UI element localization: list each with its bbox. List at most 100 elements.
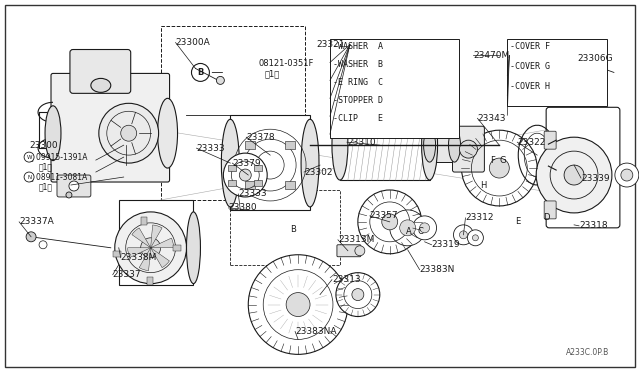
Text: 23339: 23339 <box>581 173 610 183</box>
Bar <box>330 39 460 138</box>
Ellipse shape <box>91 78 111 92</box>
Text: 23343: 23343 <box>477 114 506 123</box>
Circle shape <box>400 220 415 236</box>
Text: 23306G: 23306G <box>577 54 612 63</box>
Bar <box>113 251 121 257</box>
Circle shape <box>382 214 397 230</box>
Text: 23357: 23357 <box>370 211 399 220</box>
FancyBboxPatch shape <box>57 175 91 197</box>
FancyBboxPatch shape <box>230 190 340 265</box>
Circle shape <box>248 255 348 355</box>
Text: 23378: 23378 <box>246 133 275 142</box>
FancyBboxPatch shape <box>546 107 620 228</box>
Ellipse shape <box>332 110 348 180</box>
Circle shape <box>69 181 79 191</box>
Text: F: F <box>490 155 495 164</box>
Text: 23312: 23312 <box>465 214 494 222</box>
Text: -COVER H: -COVER H <box>510 82 550 91</box>
Bar <box>285 141 295 149</box>
Bar <box>161 26 305 200</box>
Circle shape <box>355 246 365 256</box>
Text: 23319: 23319 <box>431 240 460 249</box>
Circle shape <box>564 165 584 185</box>
Text: 23310: 23310 <box>347 138 376 147</box>
Circle shape <box>141 238 161 258</box>
Text: （1）: （1） <box>39 163 53 171</box>
Text: -COVER F: -COVER F <box>510 42 550 51</box>
Wedge shape <box>150 238 173 248</box>
Circle shape <box>24 172 34 182</box>
Text: 23333: 23333 <box>238 189 267 199</box>
Bar <box>246 181 255 189</box>
Circle shape <box>286 293 310 317</box>
Ellipse shape <box>422 110 438 180</box>
Text: H: H <box>480 180 486 189</box>
FancyBboxPatch shape <box>544 201 556 219</box>
Text: C: C <box>418 227 424 236</box>
Text: Ⓝ 08911-3081A: Ⓝ 08911-3081A <box>29 173 87 182</box>
Text: -CLIP    E: -CLIP E <box>333 114 383 123</box>
Text: 23337: 23337 <box>113 270 141 279</box>
Text: G: G <box>499 155 506 164</box>
Circle shape <box>390 210 426 246</box>
Circle shape <box>490 158 509 178</box>
Circle shape <box>239 169 252 181</box>
Circle shape <box>615 163 639 187</box>
Text: 23338M: 23338M <box>121 253 157 262</box>
Text: 23318: 23318 <box>579 221 607 230</box>
Text: 23313: 23313 <box>332 275 360 284</box>
Wedge shape <box>128 248 150 257</box>
Circle shape <box>26 232 36 242</box>
Circle shape <box>223 153 267 197</box>
Bar <box>228 180 236 186</box>
Text: 23313M: 23313M <box>338 235 374 244</box>
Bar <box>147 277 152 285</box>
Text: 23300: 23300 <box>29 141 58 150</box>
Ellipse shape <box>221 119 239 207</box>
Text: 23380: 23380 <box>228 203 257 212</box>
Text: -WASHER  A: -WASHER A <box>333 42 383 51</box>
Text: （1）: （1） <box>39 183 53 192</box>
Circle shape <box>460 140 477 158</box>
Circle shape <box>191 64 209 81</box>
Wedge shape <box>150 225 162 248</box>
Circle shape <box>39 241 47 249</box>
Wedge shape <box>132 228 150 248</box>
Circle shape <box>472 235 479 241</box>
Text: （1）: （1） <box>264 69 280 78</box>
Text: 23300A: 23300A <box>175 38 211 47</box>
Circle shape <box>461 130 537 206</box>
Bar <box>254 180 262 186</box>
Circle shape <box>115 212 186 283</box>
Text: B: B <box>197 68 204 77</box>
Ellipse shape <box>186 212 200 283</box>
Circle shape <box>358 190 422 254</box>
Text: 23322: 23322 <box>517 138 546 147</box>
Ellipse shape <box>449 128 460 162</box>
Circle shape <box>336 273 380 317</box>
Text: A233C.0P.B: A233C.0P.B <box>566 348 609 357</box>
Circle shape <box>413 216 436 240</box>
Bar <box>141 217 147 225</box>
Circle shape <box>216 76 225 84</box>
Circle shape <box>621 169 633 181</box>
Bar <box>254 164 262 170</box>
Text: -COVER G: -COVER G <box>510 62 550 71</box>
Bar <box>340 110 429 180</box>
Text: 23379: 23379 <box>232 158 261 167</box>
Bar <box>429 128 454 162</box>
Circle shape <box>467 230 483 246</box>
Wedge shape <box>139 248 150 270</box>
Text: 23337A: 23337A <box>19 217 54 227</box>
Circle shape <box>460 231 467 239</box>
Circle shape <box>592 54 602 64</box>
Circle shape <box>454 225 474 245</box>
Text: B: B <box>290 225 296 234</box>
Text: 23302: 23302 <box>304 167 333 177</box>
Text: Ⓦ 09915-1391A: Ⓦ 09915-1391A <box>29 153 88 161</box>
Text: D: D <box>543 214 549 222</box>
Ellipse shape <box>301 119 319 207</box>
Text: 23333: 23333 <box>196 144 225 153</box>
Text: 23383N: 23383N <box>420 265 455 274</box>
Bar <box>228 164 236 170</box>
